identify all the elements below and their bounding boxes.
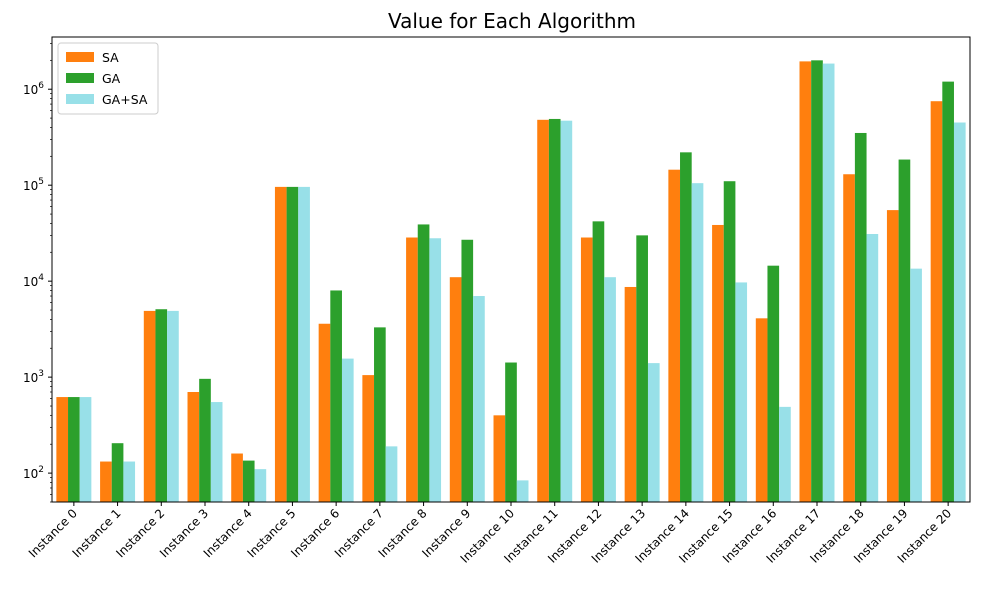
y-tick-label-exponent: 3 <box>38 369 44 379</box>
y-tick-label-base: 10 <box>23 179 38 193</box>
bar-sa-3 <box>187 392 200 502</box>
bar-ga-sa-15 <box>735 282 748 502</box>
bar-ga-19 <box>898 159 911 503</box>
bar-sa-15 <box>712 224 724 502</box>
bar-ga-sa-12 <box>604 277 616 502</box>
bar-ga-sa-18 <box>866 234 879 502</box>
bar-sa-16 <box>755 318 768 502</box>
y-tick-label: 104 <box>23 273 44 289</box>
bar-ga-13 <box>636 235 648 502</box>
bar-ga-8 <box>417 224 430 502</box>
bar-ga-1 <box>111 443 124 502</box>
bar-ga-3 <box>199 378 211 502</box>
legend: SA GA GA+SA <box>57 42 159 115</box>
bar-ga-sa-11 <box>560 120 573 502</box>
bar-ga-sa-2 <box>167 310 179 502</box>
bar-ga-4 <box>242 460 255 502</box>
bar-ga-20 <box>942 81 954 503</box>
legend-label: SA <box>102 50 119 65</box>
y-tick-label: 105 <box>23 177 44 193</box>
y-tick-label: 102 <box>23 465 44 481</box>
bar-ga-sa-19 <box>910 268 922 502</box>
bar-sa-17 <box>799 61 812 502</box>
chart-title: Value for Each Algorithm <box>388 9 636 33</box>
y-tick-label-base: 10 <box>23 371 38 385</box>
bar-sa-6 <box>318 323 331 502</box>
y-tick-label-base: 10 <box>23 83 38 97</box>
y-tick-label-exponent: 2 <box>38 465 44 475</box>
bar-sa-7 <box>362 375 375 502</box>
bars-group <box>56 60 966 503</box>
plot-frame <box>51 36 971 503</box>
bar-sa-1 <box>100 461 112 502</box>
bar-ga-sa-6 <box>341 358 354 502</box>
bar-ga-sa-14 <box>691 183 704 502</box>
bar-sa-12 <box>580 237 593 502</box>
bar-ga-7 <box>374 327 386 502</box>
bar-ga-sa-1 <box>123 461 136 502</box>
bar-ga-11 <box>548 118 561 502</box>
bar-sa-2 <box>143 310 156 502</box>
bar-sa-4 <box>231 453 243 502</box>
bar-ga-16 <box>767 265 780 502</box>
bar-ga-10 <box>505 362 517 502</box>
bar-ga-0 <box>68 397 80 502</box>
bar-sa-19 <box>886 210 899 503</box>
bar-sa-5 <box>274 186 287 502</box>
bar-sa-14 <box>668 169 681 502</box>
legend-label: GA+SA <box>102 92 148 107</box>
legend-swatch-sa <box>66 52 94 62</box>
y-tick-label: 106 <box>23 81 44 97</box>
bar-ga-sa-7 <box>385 446 398 502</box>
bar-sa-13 <box>624 286 637 502</box>
bar-ga-5 <box>286 186 299 502</box>
bar-sa-9 <box>449 277 462 502</box>
bar-ga-14 <box>680 152 692 502</box>
bar-ga-17 <box>811 60 823 502</box>
bar-ga-sa-13 <box>647 363 660 502</box>
bar-ga-15 <box>723 181 736 502</box>
y-tick-label-base: 10 <box>23 467 38 481</box>
legend-label: GA <box>102 71 121 86</box>
bar-ga-sa-20 <box>953 122 966 502</box>
bar-ga-18 <box>854 132 867 502</box>
bar-ga-sa-17 <box>822 63 835 502</box>
bar-sa-8 <box>406 237 418 502</box>
bar-ga-9 <box>461 239 474 502</box>
bar-sa-20 <box>930 101 943 503</box>
bar-sa-10 <box>493 415 506 502</box>
bar-ga-sa-4 <box>254 469 267 502</box>
bar-ga-sa-5 <box>298 186 310 502</box>
y-tick-label-base: 10 <box>23 275 38 289</box>
bar-sa-18 <box>843 174 855 502</box>
bar-ga-12 <box>592 221 605 502</box>
bar-ga-2 <box>155 309 168 502</box>
legend-swatch-ga-sa <box>66 94 94 104</box>
bar-sa-11 <box>537 119 549 502</box>
y-tick-label-exponent: 4 <box>38 273 44 283</box>
y-tick-label-exponent: 5 <box>38 177 44 187</box>
bar-ga-sa-16 <box>779 406 791 502</box>
legend-swatch-ga <box>66 73 94 83</box>
bar-ga-sa-8 <box>429 238 442 502</box>
bar-ga-sa-3 <box>210 402 223 502</box>
y-tick-label: 103 <box>23 369 44 385</box>
y-tick-label-exponent: 6 <box>38 81 44 91</box>
bar-sa-0 <box>56 397 69 502</box>
bar-ga-sa-10 <box>516 480 529 502</box>
bar-ga-6 <box>330 290 342 502</box>
bar-ga-sa-9 <box>473 296 485 502</box>
bar-ga-sa-0 <box>79 397 92 502</box>
